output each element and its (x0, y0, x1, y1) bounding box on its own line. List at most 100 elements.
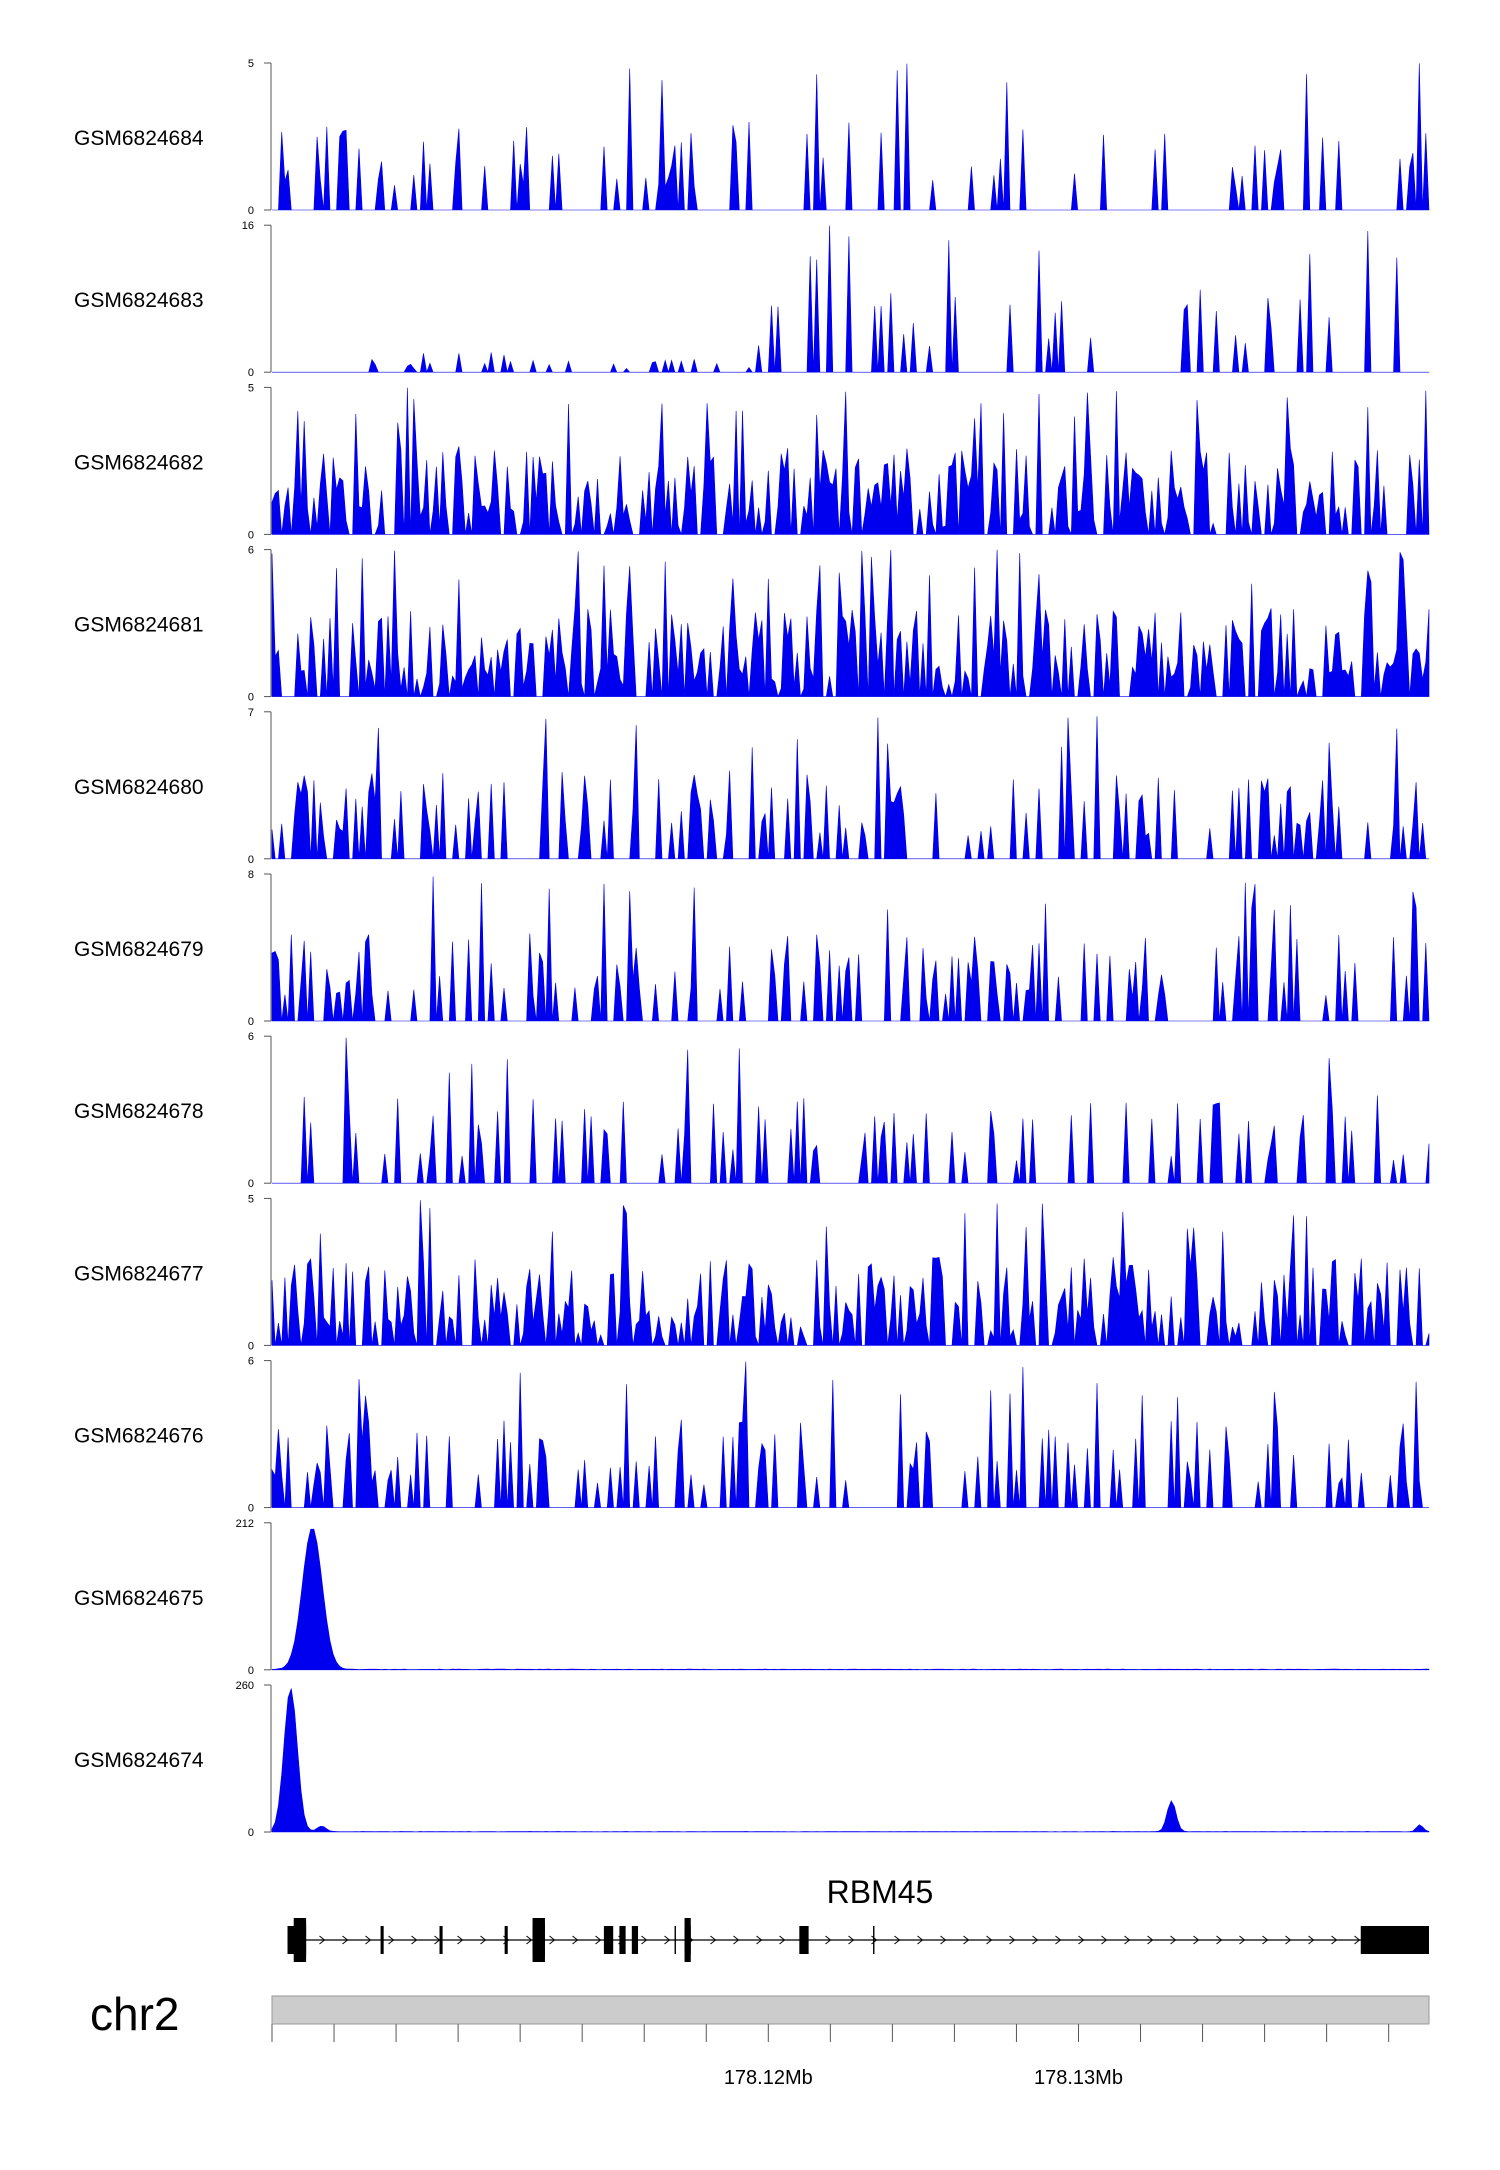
y-max-label: 5 (248, 382, 254, 394)
strand-chevron (480, 1935, 487, 1945)
strand-chevron (1055, 1935, 1062, 1945)
strand-chevron (940, 1935, 947, 1945)
exon (619, 1926, 626, 1954)
track-label: GSM6824683 (74, 289, 204, 312)
y-max-label: 8 (248, 869, 254, 881)
track-label: GSM6824675 (74, 1587, 204, 1610)
chromosome-bar (271, 1995, 1430, 2025)
strand-chevron (1124, 1935, 1131, 1945)
strand-chevron (986, 1935, 993, 1945)
exon (380, 1926, 384, 1954)
exon (1360, 1926, 1429, 1954)
y-max-label: 6 (248, 1356, 254, 1368)
strand-chevron (549, 1935, 556, 1945)
strand-chevron (825, 1935, 832, 1945)
y-min-label: 0 (248, 854, 254, 866)
track-GSM6824682: GSM6824682 5 0 (74, 382, 1430, 541)
strand-chevron (1331, 1935, 1338, 1945)
coding-exon (293, 1918, 307, 1962)
x-axis-tick-label: 178.13Mb (1034, 2067, 1123, 2089)
coverage-area (271, 387, 1430, 535)
strand-chevron (1262, 1935, 1269, 1945)
y-min-label: 0 (248, 1178, 254, 1190)
coverage-area (271, 1361, 1429, 1508)
strand-chevron (365, 1935, 372, 1945)
y-min-label: 0 (248, 205, 254, 217)
strand-chevron (319, 1935, 326, 1945)
y-max-label: 6 (248, 1031, 254, 1043)
strand-chevron (848, 1935, 855, 1945)
strand-chevron (641, 1935, 648, 1945)
strand-chevron (1193, 1935, 1200, 1945)
strand-chevron (526, 1935, 533, 1945)
strand-chevron (917, 1935, 924, 1945)
strand-chevron (779, 1935, 786, 1945)
strand-chevron (595, 1935, 602, 1945)
strand-chevron (963, 1935, 970, 1945)
strand-chevron (1354, 1935, 1361, 1945)
strand-chevron (388, 1935, 395, 1945)
strand-chevron (1308, 1935, 1315, 1945)
strand-chevron (342, 1935, 349, 1945)
coverage-tracks: GSM682468450GSM6824683160GSM682468250GSM… (74, 58, 1430, 1839)
y-min-label: 0 (248, 367, 254, 379)
y-min-label: 0 (248, 1665, 254, 1677)
y-max-label: 260 (236, 1680, 254, 1692)
strand-chevron (1239, 1935, 1246, 1945)
strand-chevron (733, 1935, 740, 1945)
coverage-area (271, 876, 1430, 1022)
gene-model-RBM45 (287, 1918, 1429, 1962)
coverage-area (271, 1200, 1430, 1346)
strand-chevron (572, 1935, 579, 1945)
y-max-label: 16 (242, 220, 254, 232)
exon (603, 1926, 614, 1954)
coverage-area (272, 225, 1429, 374)
coverage-area (271, 1688, 1430, 1833)
track-GSM6824681: GSM6824681 6 0 (74, 545, 1430, 704)
y-min-label: 0 (248, 529, 254, 541)
track-GSM6824680: GSM6824680 7 0 (74, 707, 1429, 866)
coverage-area (271, 549, 1430, 698)
y-max-label: 7 (248, 707, 254, 719)
strand-chevron (894, 1935, 901, 1945)
coverage-area (271, 716, 1429, 860)
track-label: GSM6824679 (74, 938, 204, 961)
gene-track: RBM45 (287, 1874, 1429, 1962)
strand-chevron (1032, 1935, 1039, 1945)
gene-name-label: RBM45 (827, 1874, 934, 1910)
chromosome-axis: chr2 178.12Mb 178.13Mb (90, 1988, 1430, 2089)
coverage-area (271, 1528, 1430, 1671)
strand-chevron (1101, 1935, 1108, 1945)
track-label: GSM6824684 (74, 127, 204, 150)
y-min-label: 0 (248, 1016, 254, 1028)
exon (504, 1926, 508, 1954)
strand-chevron (1170, 1935, 1177, 1945)
track-GSM6824674: GSM6824674 260 0 (74, 1680, 1430, 1839)
track-label: GSM6824678 (74, 1100, 204, 1123)
exon (799, 1926, 809, 1954)
track-GSM6824684: GSM6824684 5 0 (74, 58, 1430, 217)
track-GSM6824679: GSM6824679 8 0 (74, 869, 1430, 1028)
y-min-label: 0 (248, 1827, 254, 1839)
coding-exon (684, 1918, 691, 1962)
strand-chevron (664, 1935, 671, 1945)
track-label: GSM6824680 (74, 776, 204, 799)
track-label: GSM6824677 (74, 1262, 204, 1285)
x-axis-ticks: 178.12Mb 178.13Mb (271, 2024, 1390, 2089)
strand-chevron (1216, 1935, 1223, 1945)
track-GSM6824683: GSM6824683 16 0 (74, 220, 1429, 379)
track-label: GSM6824681 (74, 614, 204, 637)
y-max-label: 5 (248, 1193, 254, 1205)
strand-chevron (411, 1935, 418, 1945)
strand-chevron (710, 1935, 717, 1945)
strand-chevron (756, 1935, 763, 1945)
exon (631, 1926, 639, 1954)
track-GSM6824678: GSM6824678 6 0 (74, 1031, 1430, 1190)
y-min-label: 0 (248, 692, 254, 704)
strand-chevron (457, 1935, 464, 1945)
chromosome-label: chr2 (90, 1988, 179, 2040)
strand-chevron (1147, 1935, 1154, 1945)
y-min-label: 0 (248, 1503, 254, 1515)
strand-chevron (1078, 1935, 1085, 1945)
exon (439, 1926, 443, 1954)
